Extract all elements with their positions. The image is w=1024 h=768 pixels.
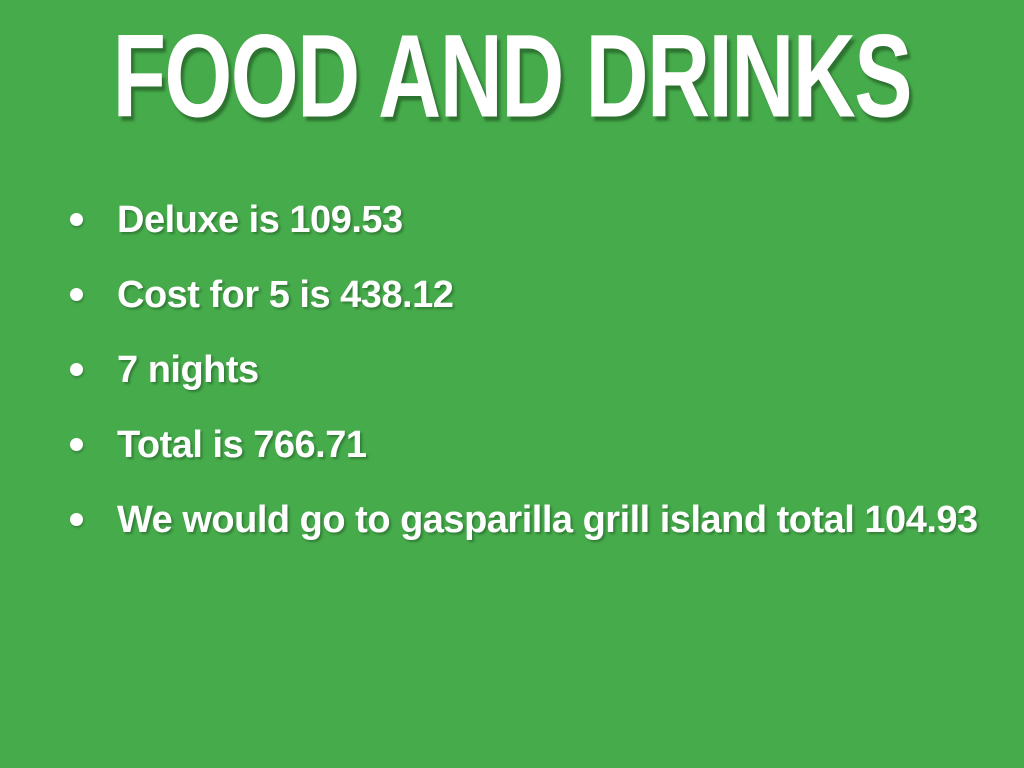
bullet-icon xyxy=(70,363,83,376)
list-item: Total is 766.71 xyxy=(0,421,1024,469)
slide-title: FOOD AND DRINKS xyxy=(112,10,913,142)
bullet-text: 7 nights xyxy=(117,348,259,391)
list-item: Cost for 5 is 438.12 xyxy=(0,271,1024,319)
bullet-text: Total is 766.71 xyxy=(117,423,367,466)
bullet-icon xyxy=(70,288,83,301)
bullet-text: Cost for 5 is 438.12 xyxy=(117,273,454,316)
list-item: Deluxe is 109.53 xyxy=(0,196,1024,244)
bullet-text: Deluxe is 109.53 xyxy=(117,198,403,241)
bullet-icon xyxy=(70,513,83,526)
bullet-list: Deluxe is 109.53 Cost for 5 is 438.12 7 … xyxy=(0,196,1024,571)
list-item: 7 nights xyxy=(0,346,1024,394)
bullet-icon xyxy=(70,213,83,226)
list-item: We would go to gasparilla grill island t… xyxy=(0,496,1024,544)
bullet-text: We would go to gasparilla grill island t… xyxy=(117,498,978,541)
title-container: FOOD AND DRINKS xyxy=(0,17,1024,135)
bullet-icon xyxy=(70,438,83,451)
